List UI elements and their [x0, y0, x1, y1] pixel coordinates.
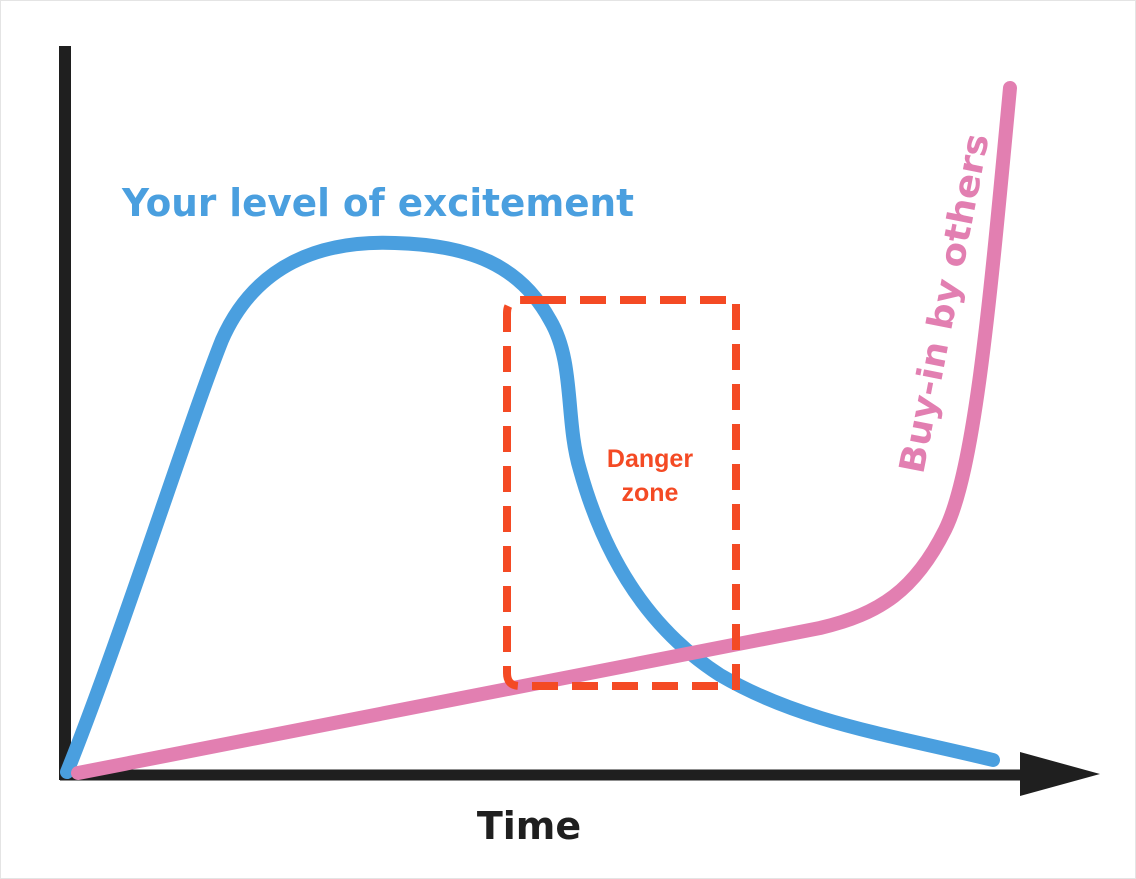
- excitement-label: Your level of excitement: [121, 181, 634, 225]
- x-axis-label: Time: [477, 804, 581, 848]
- buy-in-curve: [71, 81, 1017, 780]
- x-axis-arrowhead: [1020, 752, 1100, 796]
- danger-zone-box: [503, 296, 740, 690]
- excitement-curve: [60, 235, 1000, 779]
- danger-zone-label-line1: Danger: [607, 445, 693, 473]
- danger-zone-label-line2: zone: [622, 479, 679, 507]
